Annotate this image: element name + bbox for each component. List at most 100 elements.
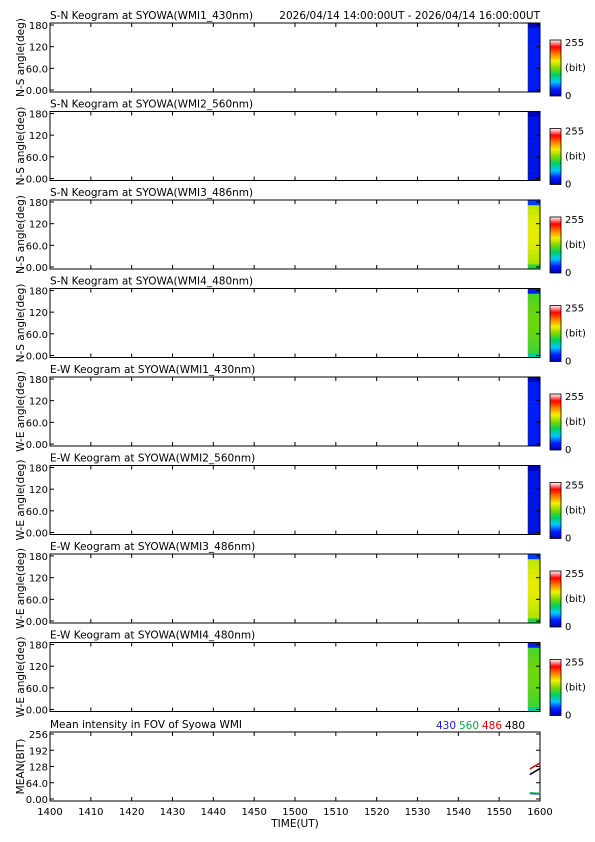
y-tick-label: 120 — [29, 485, 48, 496]
plot-area — [50, 377, 540, 446]
x-axis-label: TIME(UT) — [270, 818, 319, 830]
y-tick-label: 60.0 — [26, 595, 48, 606]
plot-area — [50, 642, 540, 712]
y-tick-label: 60.0 — [26, 241, 48, 252]
colorbar-max-label: 255 — [565, 658, 584, 669]
keogram-pixel-band — [527, 588, 540, 594]
keogram-panel: S-N Keogram at SYOWA(WMI3_486nm)180 120 60… — [15, 187, 586, 279]
y-tick-label: 0.00 — [26, 86, 48, 97]
keogram-pixel-band — [527, 470, 540, 476]
y-tick-label: 0.00 — [26, 440, 48, 451]
keogram-pixel-band — [527, 524, 540, 530]
keogram-pixel-band — [527, 72, 540, 78]
keogram-pixel-band — [527, 313, 540, 319]
keogram-pixel-band — [527, 598, 540, 604]
keogram-pixel-band — [527, 558, 540, 565]
keogram-pixel-band — [527, 480, 540, 486]
keogram-pixel-band — [527, 677, 540, 683]
keogram-pixel-band — [527, 116, 540, 122]
time-range-header: 2026/04/14 14:00:00UT - 2026/04/14 16:00… — [279, 10, 540, 22]
y-axis-label: W-E angle(deg) — [15, 371, 27, 452]
keogram-pixel-band — [527, 239, 540, 245]
y-tick-label: 180 — [29, 21, 48, 32]
keogram-pixel-band — [527, 47, 540, 53]
keogram-pixel-band — [527, 234, 540, 240]
keogram-pixel-band — [527, 57, 540, 63]
keogram-pixel-band — [527, 381, 540, 388]
keogram-pixel-band — [527, 200, 540, 206]
keogram-pixel-band — [527, 209, 540, 216]
x-tick-label: 1440 — [201, 807, 226, 818]
colorbar — [549, 39, 562, 97]
keogram-pixel-band — [527, 303, 540, 309]
keogram-pixel-band — [527, 401, 540, 407]
keogram-pixel-band — [527, 490, 540, 496]
x-tick-label: 1530 — [405, 807, 430, 818]
colorbar — [549, 393, 562, 451]
keogram-pixel-band — [527, 352, 540, 358]
keogram-pixel-band — [527, 155, 540, 162]
keogram-pixel-band — [527, 131, 540, 137]
keogram-pixel-band — [527, 386, 540, 393]
keogram-pixel-band — [527, 416, 540, 422]
colorbar-max-label: 255 — [565, 215, 584, 226]
colorbar — [549, 659, 562, 716]
keogram-pixel-band — [527, 504, 540, 511]
series-line-480 — [529, 767, 541, 776]
keogram-pixel-band — [527, 573, 540, 579]
y-tick-label: 60.0 — [26, 153, 48, 164]
keogram-pixel-band — [527, 298, 540, 304]
x-tick-label: 1450 — [241, 807, 266, 818]
y-tick-label: 60.0 — [26, 418, 48, 429]
keogram-pixel-band — [527, 337, 540, 344]
x-tick-label: 1550 — [486, 807, 511, 818]
plot-area — [50, 288, 540, 358]
colorbar-min-label: 0 — [565, 357, 571, 368]
panel-title: E-W Keogram at SYOWA(WMI3_486nm) — [50, 541, 255, 553]
colorbar — [549, 482, 562, 539]
keogram-panel: E-W Keogram at SYOWA(WMI3_486nm)180 120 60… — [15, 541, 586, 633]
colorbar-min-label: 0 — [565, 268, 571, 279]
mean-plot-frame — [49, 731, 541, 802]
keogram-pixel-band — [527, 204, 540, 211]
colorbar-unit-label: (bit) — [565, 152, 586, 163]
keogram-pixel-band — [527, 62, 540, 68]
keogram-pixel-band — [527, 342, 540, 348]
colorbar-max-label: 255 — [565, 38, 584, 49]
y-tick-label: 60.0 — [26, 684, 48, 695]
colorbar-max-label: 255 — [565, 304, 584, 315]
keogram-pixel-band — [527, 23, 540, 29]
legend-label-430: 430 — [436, 720, 456, 732]
y-tick-label: 256 — [29, 730, 48, 741]
colorbar-unit-label: (bit) — [565, 417, 586, 428]
y-tick-label: 180 — [29, 641, 48, 652]
keogram-pixel-band — [527, 667, 540, 673]
plot-area — [50, 23, 540, 92]
keogram-pixel-band — [527, 662, 540, 668]
y-tick-label: 180 — [29, 464, 48, 475]
y-tick-label: 0.00 — [26, 352, 48, 363]
keogram-pixel-band — [527, 121, 540, 127]
keogram-pixel-band — [527, 32, 540, 39]
keogram-pixel-band — [527, 554, 540, 560]
y-tick-label: 0.00 — [26, 263, 48, 274]
y-tick-label: 180 — [29, 287, 48, 298]
keogram-pixel-band — [527, 500, 540, 506]
keogram-pixel-band — [527, 406, 540, 412]
y-tick-label: 180 — [29, 198, 48, 209]
keogram-pixel-band — [527, 111, 540, 117]
keogram-pixel-band — [527, 264, 540, 270]
keogram-pixel-band — [527, 308, 540, 314]
colorbar-min-label: 0 — [565, 534, 571, 545]
colorbar — [549, 570, 562, 628]
y-tick-label: 120 — [29, 308, 48, 319]
keogram-pixel-band — [527, 431, 540, 437]
colorbar-max-label: 255 — [565, 392, 584, 403]
y-tick-label: 120 — [29, 574, 48, 585]
keogram-pixel-band — [527, 141, 540, 147]
colorbar-max-label: 255 — [565, 127, 584, 138]
colorbar-min-label: 0 — [565, 711, 571, 722]
keogram-pixel-band — [527, 126, 540, 132]
colorbar-min-label: 0 — [565, 622, 571, 633]
keogram-pixel-band — [527, 224, 540, 230]
